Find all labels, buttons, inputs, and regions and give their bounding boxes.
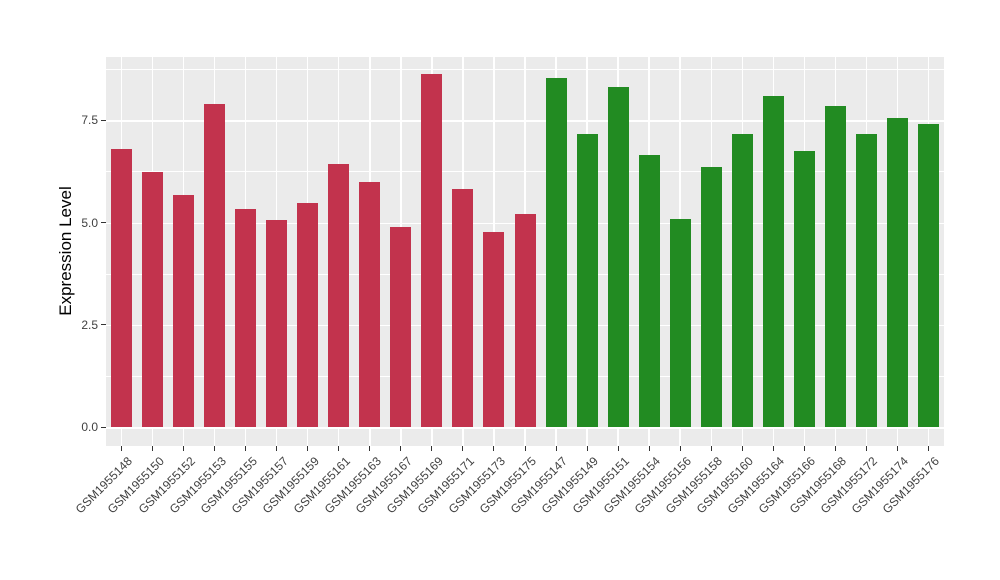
x-tick-mark (896, 446, 898, 451)
bar-gsm1955158 (700, 167, 722, 427)
x-tick-mark (307, 446, 309, 451)
x-tick-mark (524, 446, 526, 451)
bar-gsm1955153 (204, 103, 226, 427)
x-tick-mark (214, 446, 216, 451)
x-tick-mark (586, 446, 588, 451)
x-tick-mark (276, 446, 278, 451)
bar-gsm1955175 (514, 214, 536, 427)
x-tick-mark (462, 446, 464, 451)
bar-gsm1955154 (638, 155, 660, 427)
bar-gsm1955157 (266, 220, 288, 427)
y-tick-label: 5.0 (81, 215, 98, 230)
bar-gsm1955169 (421, 73, 443, 427)
bar-gsm1955156 (669, 218, 691, 427)
bar-gsm1955171 (452, 189, 474, 427)
bar-gsm1955174 (886, 117, 908, 427)
x-tick-mark (803, 446, 805, 451)
bar-gsm1955163 (359, 181, 381, 427)
y-axis-title: Expression Level (56, 186, 75, 316)
x-tick-mark (679, 446, 681, 451)
y-tick-mark (101, 119, 106, 121)
bar-gsm1955164 (762, 96, 784, 427)
bar-gsm1955167 (390, 226, 412, 427)
bar-gsm1955151 (607, 87, 629, 427)
x-tick-mark (927, 446, 929, 451)
y-tick-mark (101, 222, 106, 223)
bar-gsm1955161 (328, 164, 350, 427)
bar-gsm1955168 (824, 106, 846, 427)
bar-gsm1955150 (142, 172, 164, 427)
x-tick-mark (245, 446, 247, 451)
x-tick-mark (183, 446, 185, 451)
x-tick-mark (834, 446, 836, 451)
x-tick-mark (865, 446, 867, 451)
y-tick-label: 7.5 (81, 113, 98, 128)
bar-gsm1955159 (297, 202, 319, 427)
bar-gsm1955152 (173, 194, 195, 427)
x-tick-mark (431, 446, 433, 451)
x-tick-mark (152, 446, 154, 451)
bar-gsm1955172 (855, 134, 877, 427)
x-tick-mark (555, 446, 557, 451)
bar-gsm1955160 (731, 134, 753, 427)
x-tick-mark (493, 446, 495, 451)
y-tick-label: 0.0 (81, 420, 98, 434)
x-tick-mark (338, 446, 340, 451)
x-tick-mark (121, 446, 123, 451)
x-tick-mark (710, 446, 712, 451)
y-tick-label: 2.5 (81, 317, 98, 332)
bar-gsm1955155 (235, 209, 257, 427)
x-tick-mark (648, 446, 650, 451)
bar-gsm1955147 (545, 77, 567, 427)
y-tick-mark (101, 324, 106, 326)
x-tick-mark (617, 446, 619, 451)
x-tick-mark (369, 446, 371, 451)
x-tick-mark (741, 446, 743, 451)
bar-gsm1955148 (111, 148, 133, 427)
x-tick-mark (400, 446, 402, 451)
bar-gsm1955176 (917, 124, 939, 427)
x-tick-mark (772, 446, 774, 451)
bar-gsm1955166 (793, 150, 815, 427)
bar-gsm1955173 (483, 232, 505, 427)
plot-panel (106, 57, 944, 446)
bar-gsm1955149 (576, 134, 598, 427)
y-tick-mark (101, 426, 106, 428)
